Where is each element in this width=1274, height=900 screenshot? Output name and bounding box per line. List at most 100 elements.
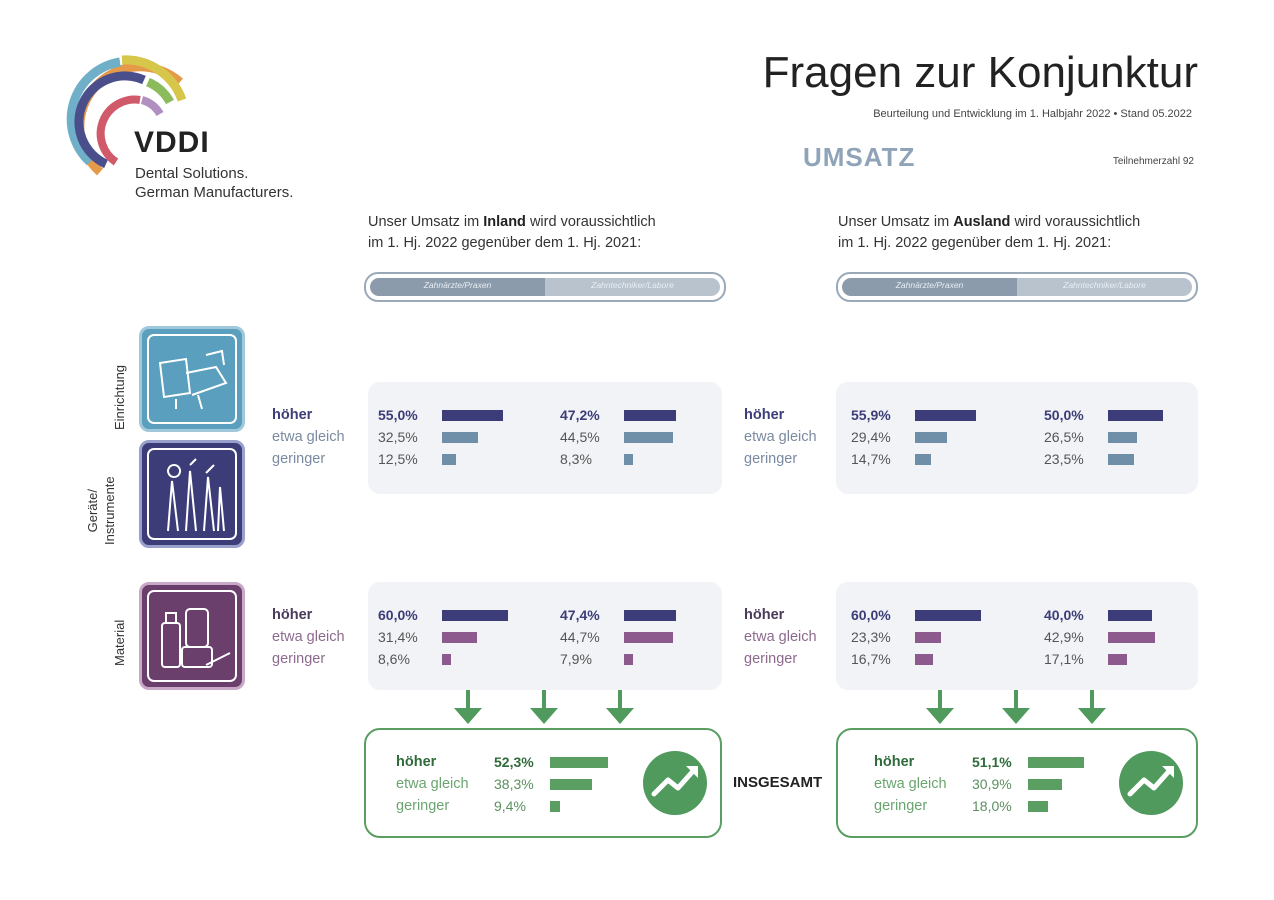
summary-label: INSGESAMT [733, 774, 823, 791]
bars-geraete-ausland-praxen: 55,9% 29,4% 14,7% [851, 404, 976, 470]
bars-geraete-inland-labore: 47,2% 44,5% 8,3% [560, 404, 676, 470]
row-labels-geraete-inland: höher etwa gleich geringer [272, 404, 345, 470]
label-hoeher: höher [874, 754, 915, 770]
bar-row-lo: 12,5% [378, 448, 503, 470]
label-geringer: geringer [874, 798, 928, 814]
inland-intro-post: wird voraussichtlich [525, 214, 656, 230]
bar-lo [550, 800, 560, 812]
bar-row-hi: 60,0% [851, 604, 981, 626]
bar-row-mid: 42,9% [1044, 626, 1155, 648]
instruments-icon [147, 448, 237, 540]
label-hoeher: höher [744, 407, 785, 423]
inland-intro-line2: im 1. Hj. 2022 gegenüber dem 1. Hj. 2021… [368, 235, 642, 251]
value-label-mid: 44,7% [560, 629, 600, 645]
label-etwa-gleich: etwa gleich [272, 429, 345, 445]
bar-mid [624, 631, 673, 643]
inland-intro-pre: Unser Umsatz im [368, 214, 484, 230]
page-subtitle: Beurteilung und Entwicklung im 1. Halbja… [873, 108, 1192, 120]
bar-mid [624, 431, 673, 443]
bar-row-hi: 55,0% [378, 404, 503, 426]
bar-lo [442, 453, 456, 465]
bars-material-inland-labore: 47,4% 44,7% 7,9% [560, 604, 676, 670]
label-geringer: geringer [272, 651, 326, 667]
value-label-mid: 23,3% [851, 629, 891, 645]
inland-intro-bold: Inland [483, 214, 526, 230]
material-icon [139, 582, 245, 690]
value-label-lo: 23,5% [1044, 451, 1084, 467]
bars-geraete-ausland-labore: 50,0% 26,5% 23,5% [1044, 404, 1163, 470]
bar-row-mid: 38,3% [494, 773, 608, 795]
ausland-intro-bold: Ausland [953, 214, 1011, 230]
value-label-hi: 60,0% [851, 607, 891, 623]
value-label-lo: 17,1% [1044, 651, 1084, 667]
logo-tagline-2: German Manufacturers. [135, 184, 294, 201]
value-label-hi: 50,0% [1044, 407, 1084, 423]
label-hoeher: höher [744, 607, 785, 623]
ausland-intro-line2: im 1. Hj. 2022 gegenüber dem 1. Hj. 2021… [838, 235, 1112, 251]
category-label-einrichtung: Einrichtung [112, 364, 127, 430]
value-label-mid: 26,5% [1044, 429, 1084, 445]
value-label-lo: 9,4% [494, 798, 526, 814]
bar-hi [915, 609, 981, 621]
bar-row-hi: 52,3% [494, 751, 608, 773]
inland-segment-pill: Zahnärzte/Praxen Zahntechniker/Labore [364, 272, 726, 302]
bar-row-hi: 51,1% [972, 751, 1084, 773]
bar-row-hi: 60,0% [378, 604, 508, 626]
arrows-ausland [926, 690, 1106, 724]
category-label-geraete-1: Geräte/ [85, 489, 100, 533]
bar-row-mid: 44,7% [560, 626, 676, 648]
category-label-geraete-2: Instrumente [102, 476, 117, 545]
category-label-geraete: Geräte/ Instrumente [84, 476, 118, 545]
bar-row-mid: 26,5% [1044, 426, 1163, 448]
down-arrow-icon [926, 690, 1106, 724]
arrows-inland [454, 690, 634, 724]
value-label-mid: 44,5% [560, 429, 600, 445]
inland-pill-right: Zahntechniker/Labore [545, 278, 720, 296]
value-label-lo: 14,7% [851, 451, 891, 467]
bar-mid [1108, 431, 1137, 443]
bar-mid [915, 631, 941, 643]
bar-row-lo: 8,6% [378, 648, 508, 670]
ausland-intro-post: wird voraussichtlich [1010, 214, 1141, 230]
summary-labels-inland: höher etwa gleich geringer [396, 751, 469, 817]
bar-hi [1028, 756, 1084, 768]
bar-hi [1108, 409, 1163, 421]
participant-count: Teilnehmerzahl 92 [1112, 156, 1194, 167]
bars-material-ausland-praxen: 60,0% 23,3% 16,7% [851, 604, 981, 670]
label-geringer: geringer [272, 451, 326, 467]
bar-row-lo: 9,4% [494, 795, 608, 817]
bar-mid [442, 431, 478, 443]
bar-row-mid: 29,4% [851, 426, 976, 448]
bar-row-hi: 47,4% [560, 604, 676, 626]
label-hoeher: höher [272, 407, 313, 423]
label-geringer: geringer [396, 798, 450, 814]
value-label-hi: 47,2% [560, 407, 600, 423]
label-etwa-gleich: etwa gleich [744, 629, 817, 645]
bars-summary-ausland: 51,1% 30,9% 18,0% [972, 751, 1084, 817]
section-title: UMSATZ [803, 142, 916, 172]
bar-mid [442, 631, 477, 643]
label-geringer: geringer [744, 451, 798, 467]
value-label-hi: 55,9% [851, 407, 891, 423]
label-etwa-gleich: etwa gleich [272, 629, 345, 645]
bar-row-hi: 55,9% [851, 404, 976, 426]
bar-lo [1028, 800, 1048, 812]
inland-pill-left: Zahnärzte/Praxen [370, 278, 545, 296]
trend-up-icon [643, 751, 707, 815]
bar-mid [915, 431, 947, 443]
bar-row-lo: 8,3% [560, 448, 676, 470]
value-label-hi: 51,1% [972, 754, 1012, 770]
bar-row-lo: 14,7% [851, 448, 976, 470]
value-label-mid: 31,4% [378, 629, 418, 645]
ausland-pill-left: Zahnärzte/Praxen [842, 278, 1017, 296]
value-label-lo: 16,7% [851, 651, 891, 667]
bar-row-mid: 44,5% [560, 426, 676, 448]
label-etwa-gleich: etwa gleich [744, 429, 817, 445]
bar-row-lo: 7,9% [560, 648, 676, 670]
bar-row-hi: 47,2% [560, 404, 676, 426]
label-etwa-gleich: etwa gleich [396, 776, 469, 792]
material-bottles-icon [147, 590, 237, 682]
ausland-segment-pill: Zahnärzte/Praxen Zahntechniker/Labore [836, 272, 1198, 302]
einrichtung-icon [139, 326, 245, 432]
value-label-mid: 30,9% [972, 776, 1012, 792]
